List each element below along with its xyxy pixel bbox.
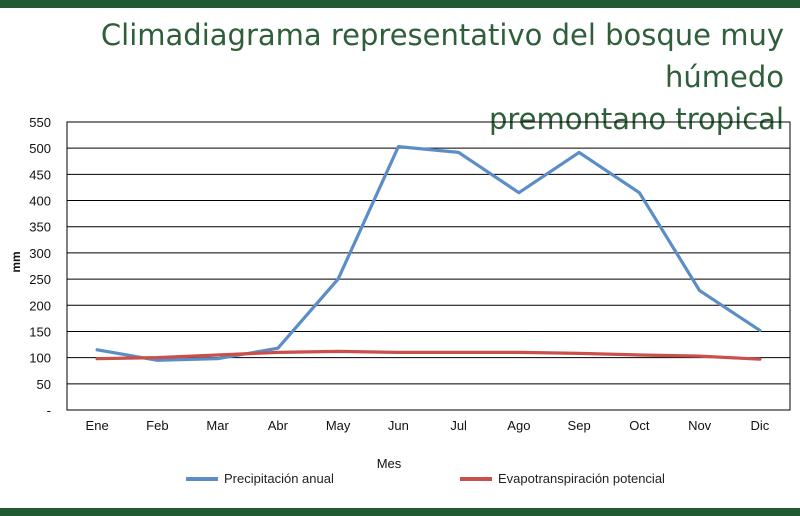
series-lines <box>95 145 762 362</box>
x-tick-label: Sep <box>568 418 591 433</box>
y-tick-labels: - 50 100 150 200 250 300 350 400 450 500 550 <box>29 115 51 418</box>
x-tick-label: May <box>326 418 351 433</box>
y-tick-label: 450 <box>29 167 51 182</box>
x-tick-labels: Ene Feb Mar Abr May Jun Jul Ago Sep Oct Nov Dic <box>86 418 770 433</box>
plot-frame <box>66 121 791 411</box>
y-tick-label: 400 <box>29 194 51 209</box>
legend-item-evapo: Evapotranspiración potencial <box>460 471 665 486</box>
x-tick-label: Oct <box>629 418 650 433</box>
legend-swatch-precip <box>186 476 218 481</box>
y-tick-label: 50 <box>37 377 51 392</box>
top-band <box>0 0 800 8</box>
x-tick-label: Mar <box>206 418 229 433</box>
chart-title-line-1: Climadiagrama representativo del bosque … <box>100 18 784 94</box>
y-tick-label: 350 <box>29 220 51 235</box>
y-tick-label: 100 <box>29 351 51 366</box>
bottom-band <box>0 508 800 516</box>
series-line-0 <box>95 145 762 362</box>
x-tick-label: Ago <box>507 418 530 433</box>
chart-title-line-2: premontano tropical <box>488 102 784 136</box>
y-tick-label: 550 <box>29 115 51 130</box>
x-tick-label: Feb <box>146 418 168 433</box>
y-tick-label: 150 <box>29 324 51 339</box>
legend-swatch-evapo <box>460 476 492 481</box>
x-tick-label: Jun <box>388 418 409 433</box>
x-tick-label: Nov <box>688 418 712 433</box>
y-tick-label: 500 <box>29 141 51 156</box>
legend-label-precip: Precipitación anual <box>224 471 334 486</box>
x-tick-label: Jul <box>450 418 467 433</box>
y-tick-label: 200 <box>29 298 51 313</box>
grid-lines <box>66 121 791 411</box>
x-tick-label: Abr <box>268 418 289 433</box>
y-tick-label: 250 <box>29 272 51 287</box>
legend-label-evapo: Evapotranspiración potencial <box>498 471 665 486</box>
y-axis-label: mm <box>9 251 23 272</box>
x-tick-label: Dic <box>750 418 769 433</box>
x-axis-label: Mes <box>377 456 402 471</box>
y-tick-label: - <box>47 403 51 418</box>
legend: Precipitación anual Evapotranspiración p… <box>0 471 800 491</box>
series-line-1 <box>95 349 762 361</box>
x-tick-label: Ene <box>86 418 109 433</box>
chart-title: Climadiagrama representativo del bosque … <box>64 14 784 140</box>
legend-item-precip: Precipitación anual <box>186 471 334 486</box>
y-tick-label: 300 <box>29 246 51 261</box>
